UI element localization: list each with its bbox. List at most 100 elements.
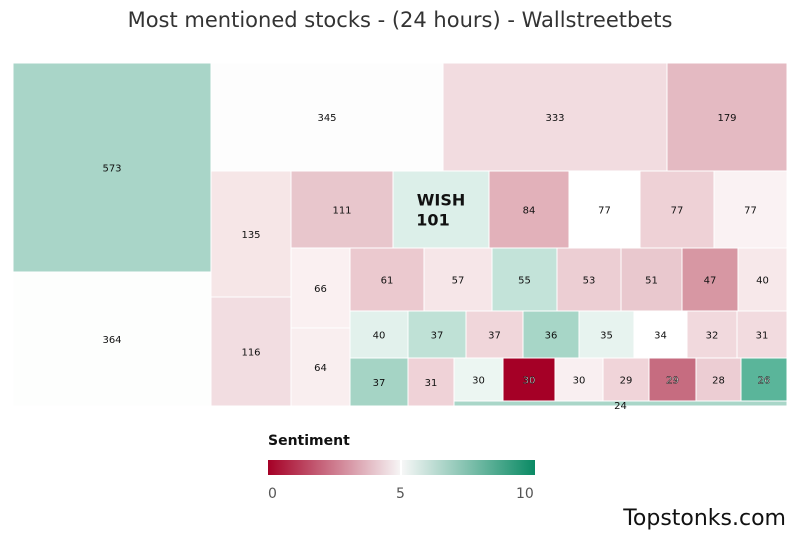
tile-value-label: 30 [573,376,586,387]
treemap-tile: 66 [290,247,351,329]
treemap-tile: 28 [695,357,742,402]
treemap-tile: 30 [502,357,556,402]
tile-value-label: 40 [756,276,769,287]
treemap-tile: 64 [290,327,351,407]
treemap-tile: 40 [737,247,788,312]
tile-value-label: 66 [314,284,327,295]
treemap-tile: 37 [465,310,524,359]
tile-value-label: 30 [472,376,485,387]
tile-value-label: 37 [488,331,501,342]
treemap-tile-rect [392,170,490,249]
treemap-tile-rect [12,271,212,407]
treemap-tile-rect [491,247,558,312]
tile-value-label: 53 [583,276,596,287]
tile-value-label: 37 [431,331,444,342]
legend-tick-0: 0 [268,486,277,502]
treemap-tile-rect [349,357,409,407]
chart-title: Most mentioned stocks - (24 hours) - Wal… [127,8,673,32]
treemap-tile-rect [713,170,788,249]
treemap-tile: 37 [349,357,409,407]
tile-value-label: 333 [545,113,564,124]
tile-value-label: 37 [373,378,386,389]
treemap-tile-rect [681,247,739,312]
treemap-tile-rect [568,170,641,249]
watermark: Topstonks.com [623,506,786,531]
treemap-tile: 29 [648,357,697,402]
treemap-tile-rect [290,170,394,249]
treemap-tile: 179 [666,62,788,172]
treemap-tile: 30 [453,357,504,402]
tile-value-label: 77 [744,206,757,217]
treemap-tile: 333 [442,62,668,172]
treemap-tile-rect [556,247,622,312]
treemap-tile-rect [453,400,788,407]
treemap-tile-rect [488,170,570,249]
treemap-tile-rect [407,357,455,407]
tile-value-label: 36 [545,331,558,342]
treemap-tile: 77 [639,170,715,249]
treemap-tile: 77 [713,170,788,249]
tile-value-label: 35 [600,331,613,342]
treemap-tile-rect [578,310,635,359]
treemap-tile: 36 [522,310,580,359]
treemap-tile: 61 [349,247,425,312]
treemap-tile: 51 [620,247,683,312]
treemap-tile-rect [442,62,668,172]
tile-value-label: 28 [712,376,725,387]
treemap-tile: 30 [554,357,604,402]
tile-value-label: 101 [416,211,449,230]
tile-value-label: 55 [518,276,531,287]
tile-value-label: 29 [666,376,679,387]
tile-value-label: 29 [620,376,633,387]
tile-value-label: 57 [452,276,465,287]
tile-value-label: 135 [241,230,260,241]
treemap-tile-rect [522,310,580,359]
treemap-tile: 34 [633,310,688,359]
tile-value-label: 61 [381,276,394,287]
treemap-tile: 84 [488,170,570,249]
treemap-tile: 47 [681,247,739,312]
treemap-tile: 111 [290,170,394,249]
tile-value-label: 364 [102,335,121,346]
tile-value-label: 116 [241,348,260,359]
tile-value-label: 24 [614,401,627,412]
tile-value-label: 34 [654,331,667,342]
treemap-tile-rect [423,247,493,312]
tile-value-label: 30 [523,376,536,387]
treemap-tile: 29 [602,357,650,402]
treemap-tile: 31 [736,310,788,359]
treemap-tile: 573 [12,62,212,273]
tile-value-label: 77 [598,206,611,217]
treemap-tile: 35 [578,310,635,359]
tile-value-label: 345 [317,113,336,124]
tile-value-label: 26 [758,376,771,387]
tile-value-label: 84 [523,206,536,217]
tile-value-label: 47 [704,276,717,287]
sentiment-gradient-bar [268,460,535,475]
treemap-tile-rect [736,310,788,359]
tile-value-label: 31 [756,331,769,342]
treemap-tile: 57 [423,247,493,312]
tile-ticker-label: WISH [417,191,466,210]
treemap-tile: 345 [210,62,444,172]
legend-tick-5: 5 [396,486,405,502]
treemap-tile: 26 [740,357,788,402]
treemap-tile: 364 [12,271,212,407]
legend-tick-10: 10 [516,486,534,502]
tile-value-label: 32 [706,331,719,342]
treemap-tile-rect [407,310,467,359]
treemap-tile: 40 [349,310,409,359]
treemap-tile: 32 [686,310,738,359]
treemap-tile-rect [290,327,351,407]
tile-value-label: 64 [314,363,327,374]
tile-value-label: 40 [373,331,386,342]
treemap-tile: 53 [556,247,622,312]
treemap-tile-rect [12,62,212,273]
treemap-tile-rect [465,310,524,359]
tile-value-label: 179 [717,113,736,124]
treemap-tile: 116 [210,296,292,407]
treemap-tile: 31 [407,357,455,407]
treemap-tile-rect [737,247,788,312]
tile-value-label: 51 [645,276,658,287]
